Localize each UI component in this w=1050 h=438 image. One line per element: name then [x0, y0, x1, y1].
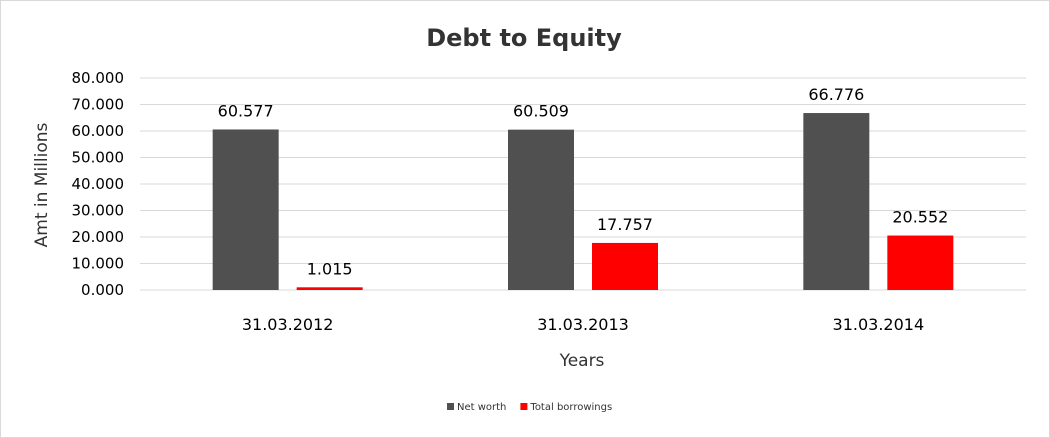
data-label: 20.552 — [892, 208, 948, 227]
x-axis-title: Years — [559, 351, 605, 371]
y-tick-label: 70.000 — [72, 96, 125, 114]
chart-title: Debt to Equity — [426, 24, 622, 52]
data-label: 66.776 — [808, 85, 864, 104]
y-tick-label: 10.000 — [72, 255, 125, 273]
gridlines — [140, 77, 1026, 291]
y-tick-label: 50.000 — [72, 149, 125, 167]
y-tick-label: 20.000 — [72, 228, 125, 246]
legend-swatch — [520, 403, 528, 410]
x-axis-categories: 31.03.2012 31.03.2013 31.03.2014 — [242, 315, 924, 334]
data-label: 1.015 — [307, 259, 353, 278]
bar-total-borrowings — [592, 242, 658, 290]
x-category-label: 31.03.2012 — [242, 315, 334, 334]
y-axis-ticks: 0.000 10.000 20.000 30.000 40.000 50.000 60.00… — [72, 69, 125, 299]
y-tick-label: 60.000 — [72, 122, 125, 140]
bar-total-borrowings — [887, 235, 954, 290]
data-label: 60.577 — [218, 101, 274, 120]
legend-swatch — [447, 403, 454, 410]
y-tick-label: 30.000 — [72, 202, 125, 220]
y-tick-label: 0.000 — [81, 281, 124, 299]
data-label: 60.509 — [513, 102, 569, 121]
y-tick-label: 80.000 — [72, 69, 125, 87]
x-category-label: 31.03.2014 — [833, 315, 925, 334]
legend-label: Net worth — [457, 402, 506, 413]
data-labels: 60.577 1.015 60.509 17.757 66.776 20.552 — [218, 85, 949, 278]
bar-net-worth — [803, 113, 870, 290]
data-label: 17.757 — [597, 215, 653, 234]
bar-net-worth — [508, 129, 574, 290]
y-tick-label: 40.000 — [72, 175, 125, 193]
legend-label: Total borrowings — [529, 402, 612, 413]
x-category-label: 31.03.2013 — [537, 315, 629, 334]
bar-total-borrowings — [296, 287, 363, 290]
bar-net-worth — [212, 129, 279, 290]
bars — [212, 113, 954, 290]
legend: Net worth Total borrowings — [447, 402, 612, 413]
y-axis-title: Amt in Millions — [32, 122, 52, 247]
